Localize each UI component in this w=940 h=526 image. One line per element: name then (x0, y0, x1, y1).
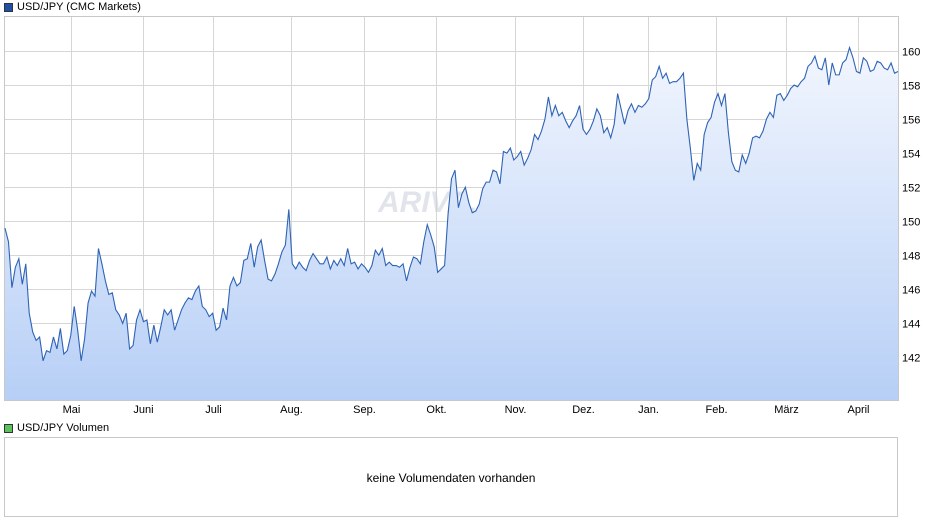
x-tick-label: Mai (63, 404, 81, 416)
price-area (5, 47, 898, 400)
x-tick-label: März (774, 404, 798, 416)
y-tick-label: 156 (902, 115, 920, 127)
price-legend: USD/JPY (CMC Markets) (4, 1, 141, 14)
x-tick-label: Nov. (505, 404, 527, 416)
y-tick-label: 152 (902, 183, 920, 195)
y-tick-label: 160 (902, 47, 920, 59)
x-tick-label: Juli (205, 404, 222, 416)
volume-legend: USD/JPY Volumen (4, 422, 109, 435)
y-tick-label: 146 (902, 285, 920, 297)
x-tick-label: Aug. (280, 404, 303, 416)
volume-legend-swatch (4, 424, 13, 433)
volume-empty-message: keine Volumendaten vorhanden (366, 471, 536, 485)
price-legend-swatch (4, 3, 13, 12)
y-tick-label: 144 (902, 319, 920, 331)
x-tick-label: Jan. (638, 404, 659, 416)
y-tick-label: 158 (902, 81, 920, 93)
x-axis: Mai Juni Juli Aug. Sep. Okt. Nov. Dez. Jan. Feb. M… (63, 404, 870, 416)
x-tick-label: Juni (133, 404, 153, 416)
y-tick-label: 154 (902, 149, 920, 161)
volume-legend-label: USD/JPY Volumen (17, 422, 110, 434)
y-axis: 142 144 146 148 150 152 154 156 158 160 (902, 47, 920, 365)
x-tick-label: Okt. (426, 404, 446, 416)
price-chart[interactable]: ARIVA.DE 142144146148150152154156158160 … (0, 0, 940, 420)
y-tick-label: 148 (902, 251, 920, 263)
y-tick-label: 142 (902, 353, 920, 365)
x-tick-label: Sep. (353, 404, 376, 416)
price-line (4, 45, 899, 362)
y-tick-label: 150 (902, 217, 920, 229)
price-legend-label: USD/JPY (CMC Markets) (17, 1, 141, 13)
x-tick-label: April (847, 404, 869, 416)
volume-panel: keine Volumendaten vorhanden (4, 437, 898, 517)
x-tick-label: Feb. (705, 404, 727, 416)
x-tick-label: Dez. (572, 404, 595, 416)
